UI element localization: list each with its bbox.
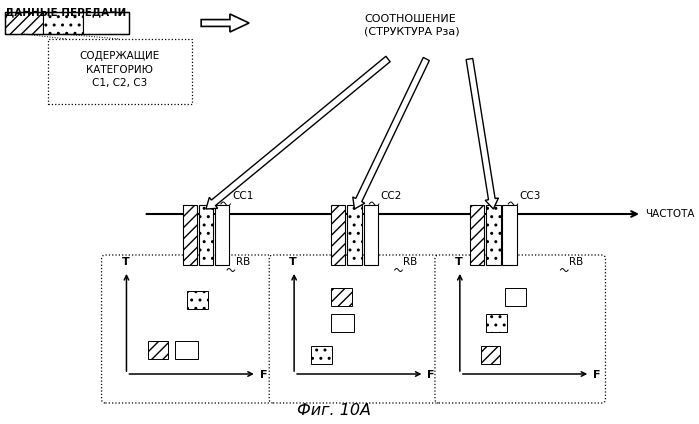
Text: СООТНОШЕНИЕ
(СТРУКТУРА Рза): СООТНОШЕНИЕ (СТРУКТУРА Рза) bbox=[364, 14, 460, 36]
Text: СОДЕРЖАЩИЕ
КАТЕГОРИЮ
С1, С2, С3: СОДЕРЖАЩИЕ КАТЕГОРИЮ С1, С2, С3 bbox=[80, 51, 160, 88]
FancyBboxPatch shape bbox=[269, 255, 440, 403]
Bar bbox=[311, 346, 333, 364]
FancyBboxPatch shape bbox=[101, 255, 272, 403]
Text: CC3: CC3 bbox=[520, 191, 541, 201]
Text: F: F bbox=[427, 370, 435, 380]
Bar bbox=[43, 12, 83, 34]
Text: F: F bbox=[259, 370, 267, 380]
Bar bbox=[331, 314, 354, 332]
Text: CC1: CC1 bbox=[232, 191, 254, 201]
Bar bbox=[347, 205, 361, 265]
Bar bbox=[187, 291, 208, 309]
Bar bbox=[505, 288, 526, 306]
Bar bbox=[331, 288, 352, 306]
Bar bbox=[148, 341, 168, 359]
Bar bbox=[215, 205, 229, 265]
Bar bbox=[363, 205, 378, 265]
Text: T: T bbox=[122, 257, 129, 267]
Bar bbox=[470, 205, 484, 265]
FancyBboxPatch shape bbox=[435, 255, 605, 403]
Bar bbox=[199, 205, 213, 265]
Bar bbox=[487, 205, 500, 265]
Bar bbox=[481, 346, 500, 364]
Bar bbox=[486, 314, 507, 332]
Polygon shape bbox=[466, 59, 498, 209]
Text: F: F bbox=[593, 370, 600, 380]
Text: ЧАСТОТА: ЧАСТОТА bbox=[644, 209, 694, 219]
Text: CC2: CC2 bbox=[381, 191, 402, 201]
Text: ДАННЫЕ ПЕРЕДАЧИ: ДАННЫЕ ПЕРЕДАЧИ bbox=[5, 7, 126, 17]
Bar bbox=[5, 12, 43, 34]
Text: RB: RB bbox=[569, 257, 583, 267]
Text: RB: RB bbox=[403, 257, 417, 267]
Polygon shape bbox=[201, 14, 249, 32]
Bar bbox=[48, 39, 192, 104]
Text: T: T bbox=[289, 257, 297, 267]
Polygon shape bbox=[206, 56, 390, 209]
Text: RB: RB bbox=[236, 257, 250, 267]
Bar bbox=[182, 205, 197, 265]
Bar bbox=[5, 12, 129, 34]
Text: T: T bbox=[455, 257, 463, 267]
Bar bbox=[83, 12, 129, 34]
Text: Фиг. 10А: Фиг. 10А bbox=[297, 403, 371, 418]
Bar bbox=[503, 205, 517, 265]
Bar bbox=[331, 205, 345, 265]
Polygon shape bbox=[353, 57, 429, 209]
Bar bbox=[175, 341, 199, 359]
